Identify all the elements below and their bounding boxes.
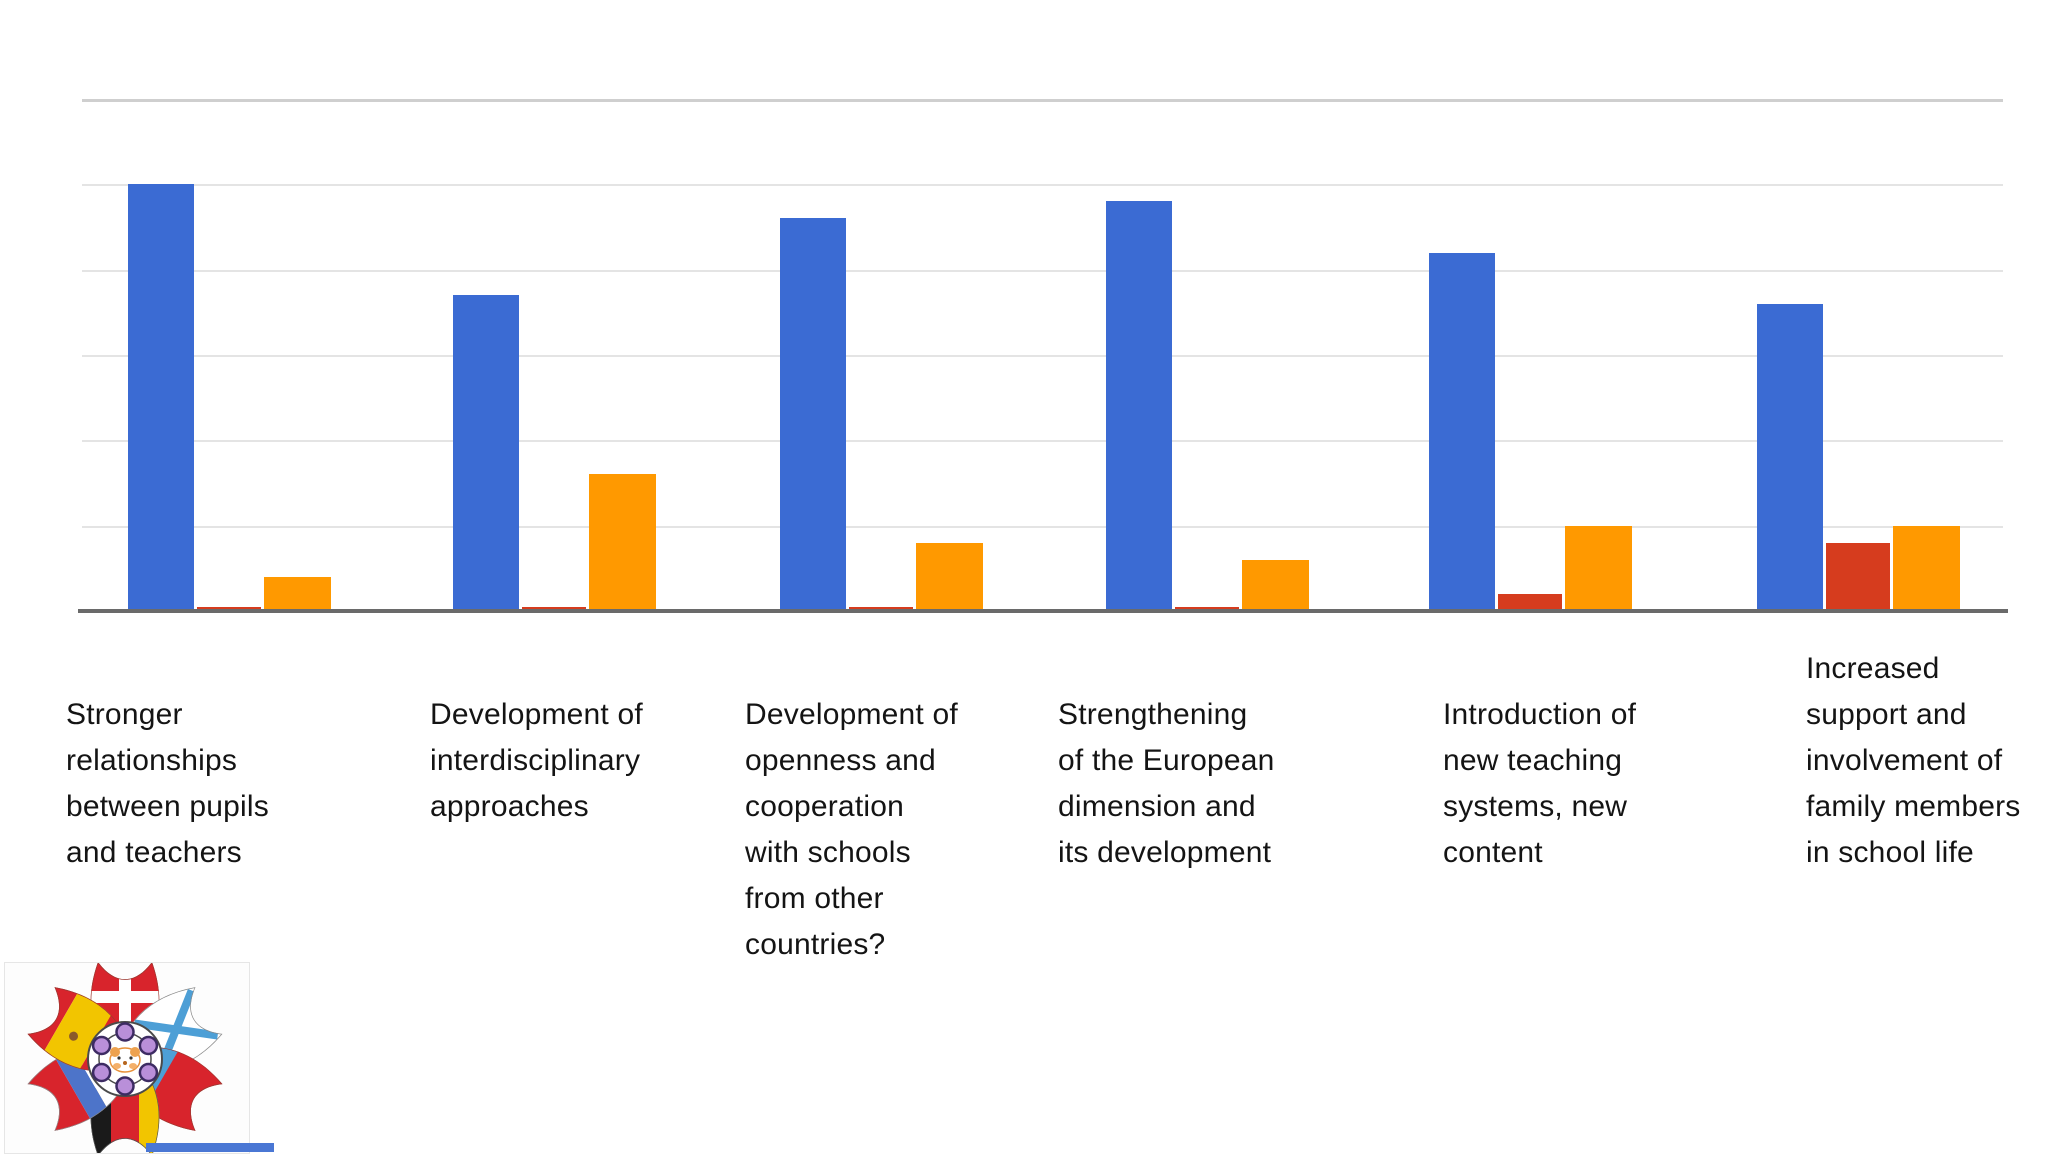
- gridline-20: [82, 440, 2003, 442]
- bar-orange-category-5: [1565, 526, 1632, 611]
- hamster-face-icon: [109, 1047, 141, 1073]
- bar-red-category-6: [1826, 543, 1890, 611]
- logo-bottom-strip: [146, 1143, 274, 1152]
- flag-flower-logo-graphic: [23, 963, 227, 1153]
- category-label-2: Development of interdisciplinary approac…: [430, 698, 643, 823]
- bar-blue-category-4: [1106, 201, 1172, 611]
- category-label-3: Development of openness and cooperation …: [745, 698, 958, 961]
- x-axis: [78, 609, 2008, 613]
- bar-orange-category-4: [1242, 560, 1309, 611]
- bar-orange-category-3: [916, 543, 983, 611]
- gridline-10: [82, 526, 2003, 528]
- gridline-30: [82, 355, 2003, 357]
- gridline-50: [82, 184, 2003, 186]
- logo-centre-circle: [87, 1021, 163, 1097]
- category-label-6: Increased support and involvement of fam…: [1806, 652, 2021, 869]
- bar-blue-category-3: [780, 218, 846, 611]
- bar-blue-category-2: [453, 295, 519, 611]
- purple-dots-ring: [91, 1022, 159, 1096]
- category-label-4: Strengthening of the European dimension …: [1058, 698, 1275, 869]
- category-label-1: Stronger relationships between pupils an…: [66, 698, 269, 869]
- category-label-5: Introduction of new teaching systems, ne…: [1443, 698, 1637, 869]
- gridline-40: [82, 270, 2003, 272]
- bar-orange-category-1: [264, 577, 331, 611]
- bar-red-category-5: [1498, 594, 1562, 611]
- project-logo: [4, 962, 250, 1154]
- bar-blue-category-5: [1429, 253, 1495, 611]
- bar-orange-category-2: [589, 474, 656, 611]
- gridline-60: [82, 99, 2003, 102]
- bar-blue-category-6: [1757, 304, 1823, 611]
- bar-blue-category-1: [128, 184, 194, 611]
- bar-orange-category-6: [1893, 526, 1960, 611]
